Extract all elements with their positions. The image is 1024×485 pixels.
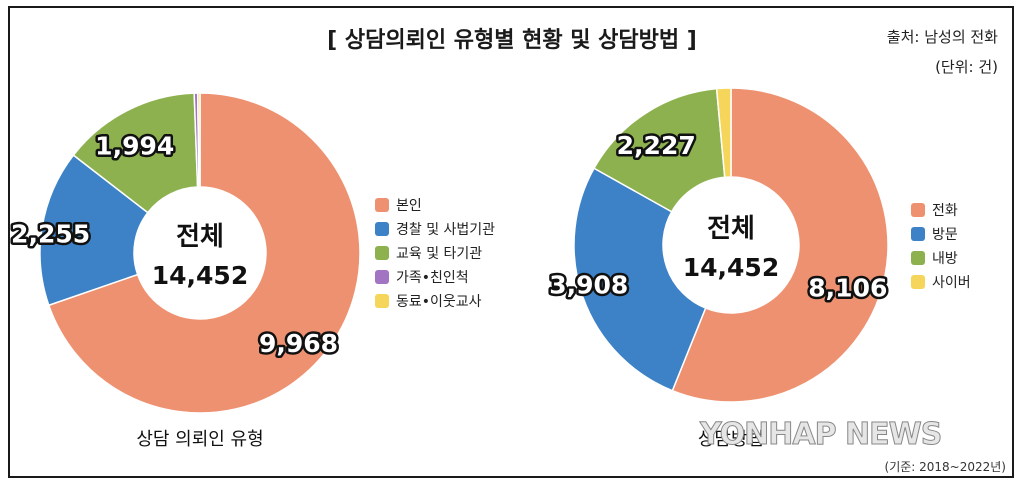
value-label-1-2: 2,227 [617,131,696,160]
value-label-0-0: 9,968 [259,329,338,358]
legend-swatch-0-3 [375,270,389,284]
value-label-1-0: 8,106 [808,274,887,303]
legend-label-1-2: 내방 [932,251,958,267]
total-value-1: 14,452 [683,253,779,282]
legend-label-0-4: 동료•이웃교사 [396,294,482,310]
chart-caption-0: 상담 의뢰인 유형 [136,429,263,450]
legend-label-1-0: 전화 [932,203,958,219]
legend-label-1-1: 방문 [932,227,958,243]
total-value-0: 14,452 [152,261,248,290]
legend-swatch-1-0 [911,203,925,217]
legend-swatch-1-1 [911,227,925,241]
legend-label-0-2: 교육 및 타기관 [396,246,482,262]
legend-label-1-3: 사이버 [932,275,971,291]
page-title: [ 상담의뢰인 유형별 현황 및 상담방법 ] [327,28,697,53]
donut-slice-1-2 [593,87,726,213]
legend-swatch-0-0 [375,198,389,212]
legend-swatch-0-2 [375,246,389,260]
chart-caption-1: 상담방법 [698,429,764,450]
donut-slice-0-0 [47,92,361,414]
donut-slice-1-3 [715,87,732,179]
value-label-0-1: 2,255 [11,219,90,248]
legend-label-0-3: 가족•친인척 [396,270,469,286]
donut-slice-0-4 [196,92,201,188]
watermark: YONHAP NEWS [699,417,941,452]
donut-slice-1-1 [573,167,707,392]
legend-swatch-1-3 [911,275,925,289]
legend-swatch-1-2 [911,251,925,265]
unit-text: (단위: 건) [935,58,998,76]
value-label-1-1: 3,908 [549,271,628,300]
value-label-0-2: 1,994 [95,131,174,160]
legend-label-0-0: 본인 [396,198,422,214]
total-label-1: 전체 [707,214,755,244]
donut-slice-1-0 [671,87,889,403]
source-note: 출처: 남성의 전화 (단위: 건) [887,22,998,82]
period-note: (기준: 2018~2022년) [884,460,1006,474]
legend-label-0-1: 경찰 및 사법기관 [396,222,495,238]
legend-swatch-0-1 [375,222,389,236]
total-label-0: 전체 [176,222,224,252]
donut-slice-0-2 [72,92,199,214]
legend-swatch-0-4 [375,294,389,308]
source-text: 출처: 남성의 전화 [886,28,998,46]
